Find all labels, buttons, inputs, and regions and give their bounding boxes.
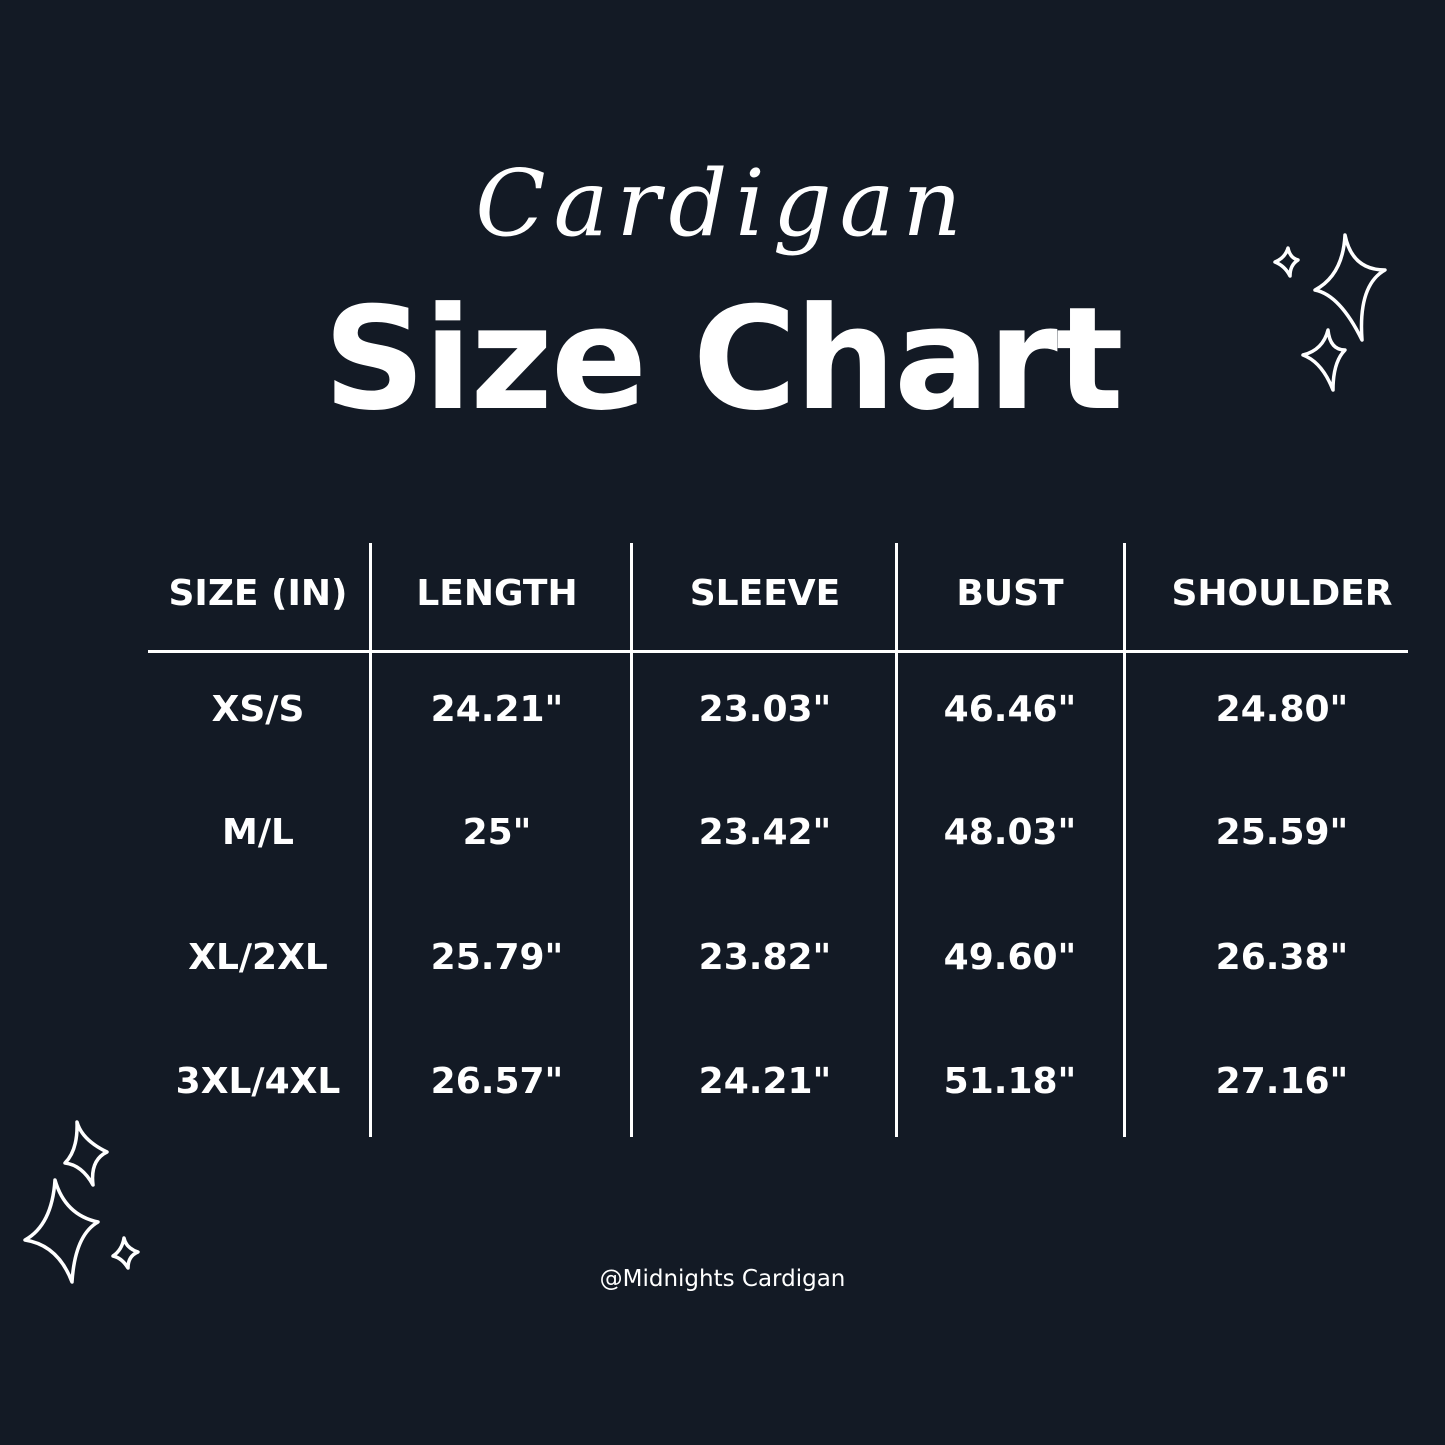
measurement-cell: 25.79" [430,937,564,978]
measurement-cell: 24.80" [1215,689,1349,730]
measurement-cell: 24.21" [698,1061,832,1102]
footer-handle: @Midnights Cardigan [599,1266,846,1292]
measurement-cell: 51.18" [943,1061,1077,1102]
measurement-cell: 48.03" [943,812,1077,853]
sparkle-icon [1301,328,1347,392]
measurement-cell: 24.21" [430,689,564,730]
measurement-cell: 23.42" [698,812,832,853]
size-label: M/L [222,812,294,853]
measurement-cell: 27.16" [1215,1061,1349,1102]
measurement-cell: 49.60" [943,937,1077,978]
column-divider [630,543,633,1137]
column-header: SHOULDER [1171,573,1393,614]
size-label: 3XL/4XL [175,1061,341,1102]
sparkle-icon [1273,246,1300,278]
script-title: Cardigan [475,150,970,257]
column-header: SIZE (IN) [168,573,348,614]
column-divider [895,543,898,1137]
sparkle-icon [111,1236,140,1270]
sparkle-icon [23,1178,100,1284]
size-label: XS/S [211,689,305,730]
page-title: Size Chart [323,277,1123,442]
column-header: BUST [956,573,1064,614]
sparkle-icon [63,1120,109,1187]
measurement-cell: 25" [462,812,532,853]
column-header: SLEEVE [689,573,841,614]
measurement-cell: 46.46" [943,689,1077,730]
measurement-cell: 26.38" [1215,937,1349,978]
column-divider [369,543,372,1137]
measurement-cell: 23.82" [698,937,832,978]
sparkle-icon [1313,233,1387,342]
header-divider [148,650,1408,653]
size-label: XL/2XL [188,937,328,978]
measurement-cell: 25.59" [1215,812,1349,853]
measurement-cell: 23.03" [698,689,832,730]
column-header: LENGTH [416,573,578,614]
measurement-cell: 26.57" [430,1061,564,1102]
column-divider [1123,543,1126,1137]
